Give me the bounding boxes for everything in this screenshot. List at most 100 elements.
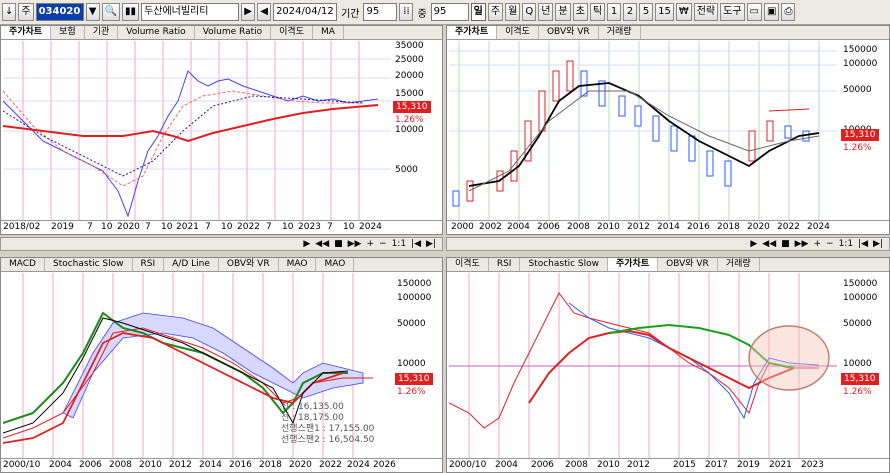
legend-line-3: 선행스팬1 : 17,155.00 [281,424,375,434]
tab-stochastic[interactable]: Stochastic Slow [520,258,608,271]
dropdown-arrow-button[interactable]: ▼ [85,3,100,21]
tab-mao[interactable]: MAO [279,258,317,271]
x-tick: 2020 [289,460,312,470]
tab-ma[interactable]: MA [313,26,344,39]
interval-week[interactable]: 주 [487,3,504,21]
chart-ichimoku[interactable] [3,273,391,459]
x-axis-top-right: 2000 2002 2004 2006 2008 2010 2012 2014 … [447,220,889,234]
tab-obv-vr[interactable]: OBV와 VR [539,26,599,39]
interval-1[interactable]: 1 [607,3,622,21]
interval-tick[interactable]: 틱 [589,3,606,21]
last-icon[interactable]: ▶| [873,239,883,249]
change-percent: 1.26% [395,115,424,125]
interval-day[interactable]: 일 [470,3,486,21]
interval-15[interactable]: 15 [655,3,674,21]
y-tick: 20000 [395,71,424,81]
tab-obv-vr[interactable]: OBV와 VR [658,258,718,271]
interval-2[interactable]: 2 [623,3,638,21]
rewind-icon[interactable]: ◀◀ [315,239,330,249]
tools-button[interactable]: 도구 [720,3,745,21]
chart-weekly[interactable] [3,41,391,221]
x-axis-bottom-right: 2000/10 2004 2006 2008 2010 2012 2015 20… [447,458,889,472]
prev-button[interactable]: ◀ [257,3,272,21]
interval-month[interactable]: 월 [505,3,521,21]
week-button[interactable]: 주 [18,3,34,21]
x-axis-bottom-left: 2000/10 2004 2006 2008 2010 2012 2014 20… [1,458,442,472]
interval-year[interactable]: 년 [538,3,554,21]
tab-institution[interactable]: 기관 [85,26,119,39]
play-icon[interactable]: ▶ [750,239,758,249]
tab-disparity[interactable]: 이격도 [497,26,539,39]
tab-stock-chart[interactable]: 주가차트 [608,258,659,271]
interval-quarter[interactable]: Q [522,3,537,21]
last-icon[interactable]: ▶| [426,239,436,249]
grid-icon[interactable]: ⁞⁞ [399,3,414,21]
tab-rsi[interactable]: RSI [489,258,521,271]
stock-info-icon[interactable]: ▮▮ [122,3,140,21]
tab-volume[interactable]: 거래량 [599,26,641,39]
save-icon[interactable]: ▣ [763,3,780,21]
date-input[interactable]: 2024/04/12 [273,3,338,21]
tab-macd[interactable]: MACD [1,258,45,271]
tab-ad-line[interactable]: A/D Line [164,258,219,271]
tab-stock-chart[interactable]: 주가차트 [1,26,52,39]
interval-second[interactable]: 초 [572,3,588,21]
x-tick: 7 [266,222,272,232]
period-input[interactable]: 95 [363,3,398,21]
strategy-button[interactable]: 전략 [693,3,719,21]
tab-volume[interactable]: 거래량 [718,258,760,271]
tab-volume-ratio-1[interactable]: Volume Ratio [118,26,195,39]
search-icon[interactable]: 🔍 [101,3,121,21]
tab-disparity[interactable]: 이격도 [447,258,489,271]
tab-disparity[interactable]: 이격도 [271,26,313,39]
won-button[interactable]: ₩ [675,3,692,21]
x-tick: 2022 [237,222,260,232]
x-tick: 7 [145,222,151,232]
x-tick: 7 [205,222,211,232]
forward-icon[interactable]: ▶▶ [347,239,362,249]
stop-icon[interactable]: ■ [334,239,343,249]
x-tick: 2006 [79,460,102,470]
scrollbar-right[interactable]: ▶ ◀◀ ■ ▶▶ + − 1:1 |◀ ▶| [446,237,890,251]
x-tick: 2002 [479,222,502,232]
interval-5[interactable]: 5 [639,3,654,21]
tab-stock-chart[interactable]: 주가차트 [447,26,498,39]
interval-minute[interactable]: 분 [555,3,571,21]
x-tick: 2012 [627,460,650,470]
stock-name-field[interactable]: 두산에너빌리티 [141,3,240,21]
tab-insurance[interactable]: 보험 [51,26,85,39]
jung-input[interactable]: 95 [430,3,469,21]
print-icon[interactable]: ⎙ [781,3,796,21]
y-tick: 5000 [395,165,418,175]
rewind-icon[interactable]: ◀◀ [762,239,777,249]
zoom-out-icon[interactable]: − [826,239,834,249]
play-icon[interactable]: ▶ [303,239,311,249]
tab-mao-2[interactable]: MAO [316,258,355,271]
y-tick: 100000 [843,59,878,69]
first-icon[interactable]: |◀ [411,239,422,249]
x-tick: 2024 [359,222,382,232]
play-button[interactable]: ▶ [241,3,256,21]
tab-volume-ratio-2[interactable]: Volume Ratio [195,26,272,39]
first-icon[interactable]: |◀ [858,239,869,249]
tab-stochastic[interactable]: Stochastic Slow [45,258,133,271]
x-tick: 2004 [495,460,518,470]
zoom-out-icon[interactable]: − [379,239,387,249]
tab-rsi[interactable]: RSI [133,258,165,271]
zoom-in-icon[interactable]: + [366,239,375,249]
scrollbar-left[interactable]: ▶ ◀◀ ■ ▶▶ + − 1:1 |◀ ▶| [0,237,443,251]
x-tick: 2000/10 [449,460,487,470]
stock-code-input[interactable]: 034020 [35,3,84,21]
zoom-in-icon[interactable]: + [813,239,822,249]
legend-line-1: 선 : 16,135.00 [281,402,344,412]
x-tick: 10 [282,222,294,232]
tab-obv-vr[interactable]: OBV와 VR [219,258,279,271]
down-arrow-button[interactable]: ↓ [2,3,17,21]
folder-icon[interactable]: ▭ [746,3,762,21]
change-percent: 1.26% [843,387,872,397]
chart-monthly[interactable] [449,41,837,221]
forward-icon[interactable]: ▶▶ [794,239,809,249]
chart-long-term[interactable] [449,273,837,459]
stop-icon[interactable]: ■ [781,239,790,249]
x-tick: 2023 [298,222,321,232]
